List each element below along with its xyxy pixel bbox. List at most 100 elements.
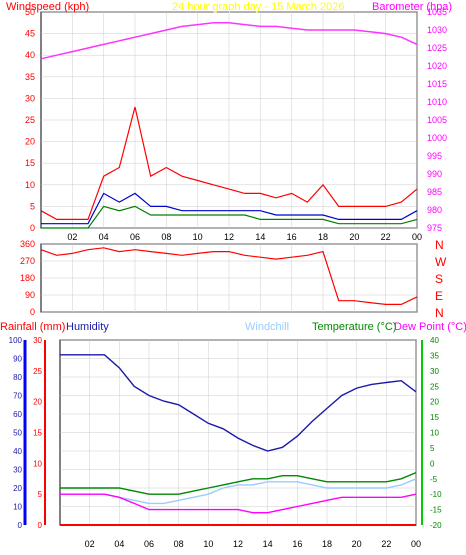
- humidity-tick-label: 100: [9, 336, 23, 345]
- x-tick-label: 10: [193, 232, 203, 242]
- humidity-line: [60, 354, 417, 452]
- temperature-tick-label: 30: [430, 367, 439, 376]
- direction-tick-label: 0: [30, 307, 35, 317]
- direction-tick-label: 90: [25, 290, 35, 300]
- x-tick-label: 16: [292, 539, 302, 549]
- humidity-axis-label: Humidity: [66, 321, 109, 333]
- x-tick-label: 08: [161, 232, 171, 242]
- x-tick-label: 08: [174, 539, 184, 549]
- x-tick-label: 04: [114, 539, 124, 549]
- barometer-tick-label: 990: [427, 169, 442, 179]
- rainfall-tick-label: 30: [33, 336, 42, 345]
- wind-baro-grid: [41, 11, 418, 229]
- x-tick-label: 02: [85, 539, 95, 549]
- temp-humidity-series: [60, 354, 417, 526]
- barometer-tick-label: 995: [427, 151, 442, 161]
- x-tick-label: 00: [412, 232, 422, 242]
- barometer-tick-label: 1025: [427, 43, 447, 53]
- chart-title: 24 hour graph day - 15 March 2026: [172, 1, 344, 13]
- dewpoint-line: [60, 493, 417, 514]
- windspeed-tick-label: 30: [25, 93, 35, 103]
- temperature-tick-label: -15: [430, 506, 442, 515]
- temperature-tick-label: 25: [430, 382, 439, 391]
- humidity-tick-label: 80: [13, 373, 22, 382]
- temperature-axis: -20 -15 -10 -5 0 5 10 15 20 25 30 35 40: [421, 336, 442, 530]
- windspeed-axis-label: Windspeed (kph): [6, 1, 89, 13]
- temperature-tick-label: -5: [430, 475, 438, 484]
- temperature-tick-label: 5: [430, 444, 435, 453]
- barometer-tick-label: 1030: [427, 25, 447, 35]
- temperature-tick-label: 0: [430, 459, 435, 468]
- barometer-tick-label: 1015: [427, 79, 447, 89]
- barometer-axis: 975 980 985 990 995 1000 1005 1010 1015 1020 1025 1…: [427, 7, 447, 233]
- x-tick-label: 04: [99, 232, 109, 242]
- temp-humidity-x-axis: 02 04 06 08 10 12 14 16 18 20 22 00: [85, 539, 421, 549]
- wind-direction-series: [40, 247, 418, 305]
- barometer-tick-label: 985: [427, 187, 442, 197]
- barometer-axis-label: Barometer (hpa): [372, 1, 452, 13]
- humidity-tick-label: 20: [13, 484, 22, 493]
- humidity-tick-label: 10: [13, 503, 22, 512]
- wind-baro-series: [40, 22, 418, 229]
- rainfall-tick-label: 25: [33, 367, 42, 376]
- direction-tick-label: 360: [20, 239, 35, 249]
- x-tick-label: 18: [322, 539, 332, 549]
- avgwind-line: [41, 192, 418, 225]
- x-tick-label: 12: [224, 232, 234, 242]
- compass-label: N: [435, 306, 444, 320]
- windspeed-tick-label: 5: [30, 201, 35, 211]
- x-tick-label: 06: [130, 232, 140, 242]
- x-tick-label: 10: [203, 539, 213, 549]
- x-tick-label: 00: [411, 539, 421, 549]
- temperature-axis-label: Temperature (°C): [312, 321, 396, 333]
- humidity-tick-label: 90: [13, 355, 22, 364]
- compass-label: N: [435, 238, 444, 252]
- windspeed-axis: 0 5 10 15 20 25 30 35 40 45 50: [25, 7, 35, 233]
- windspeed-tick-label: 20: [25, 137, 35, 147]
- humidity-tick-label: 40: [13, 447, 22, 456]
- windspeed-tick-label: 15: [25, 158, 35, 168]
- wind-direction-axis: 0 90 180 270 360: [20, 239, 35, 317]
- temperature-tick-label: -10: [430, 490, 442, 499]
- windspeed-tick-label: 45: [25, 29, 35, 39]
- humidity-axis: 0 10 20 30 40 50 60 70 80 90 100: [9, 336, 27, 530]
- x-tick-label: 22: [381, 232, 391, 242]
- barometer-tick-label: 1035: [427, 7, 447, 17]
- x-tick-label: 14: [263, 539, 273, 549]
- wind-baro-x-axis: 02 04 06 08 10 12 14 16 18 20 22 00: [67, 232, 422, 242]
- humidity-tick-label: 0: [18, 521, 23, 530]
- temperature-tick-label: 20: [430, 398, 439, 407]
- x-tick-label: 12: [233, 539, 243, 549]
- compass-label: W: [435, 255, 447, 269]
- windavg2-line: [41, 205, 418, 229]
- temperature-tick-label: 10: [430, 429, 439, 438]
- windspeed-tick-label: 35: [25, 72, 35, 82]
- x-tick-label: 16: [287, 232, 297, 242]
- barometer-tick-label: 1005: [427, 115, 447, 125]
- direction-tick-label: 270: [20, 256, 35, 266]
- dewpoint-axis-label: Dew Point (°C): [394, 321, 466, 333]
- rainfall-tick-label: 10: [33, 459, 42, 468]
- compass-label: E: [435, 289, 443, 303]
- x-tick-label: 18: [318, 232, 328, 242]
- barometer-tick-label: 1020: [427, 61, 447, 71]
- humidity-tick-label: 30: [13, 466, 22, 475]
- barometer-tick-label: 1000: [427, 133, 447, 143]
- humidity-tick-label: 70: [13, 392, 22, 401]
- windspeed-tick-label: 10: [25, 180, 35, 190]
- rainfall-tick-label: 5: [38, 490, 43, 499]
- x-tick-label: 20: [349, 232, 359, 242]
- windspeed-tick-label: 50: [25, 7, 35, 17]
- barometer-tick-label: 980: [427, 205, 442, 215]
- temperature-line: [60, 471, 417, 495]
- gust-line: [40, 106, 418, 220]
- rainfall-axis-label: Rainfall (mm): [0, 321, 65, 333]
- x-tick-label: 20: [352, 539, 362, 549]
- temperature-tick-label: 40: [430, 336, 439, 345]
- x-tick-label: 06: [144, 539, 154, 549]
- compass-label: S: [435, 272, 443, 286]
- rainfall-tick-label: 20: [33, 398, 42, 407]
- temperature-tick-label: -20: [430, 521, 442, 530]
